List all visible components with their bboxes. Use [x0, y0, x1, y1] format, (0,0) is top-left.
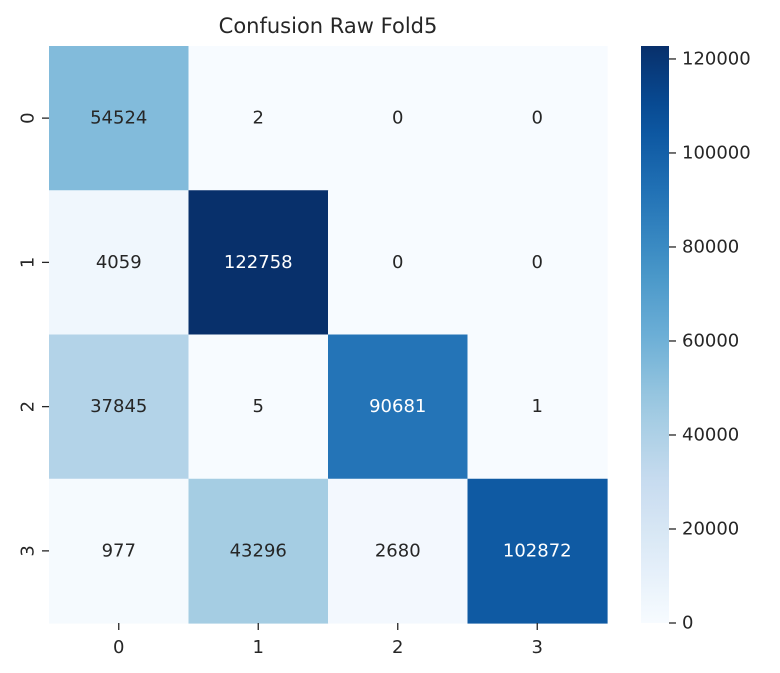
colorbar-tick-label: 120000	[682, 48, 751, 69]
heatmap-cell-r2-c3	[467, 334, 608, 480]
heatmap-cell-r3-c2	[328, 478, 469, 624]
cell-value-label: 977	[102, 540, 136, 561]
colorbar-tick-label: 80000	[682, 236, 739, 257]
heatmap-cell-r2-c1	[188, 334, 329, 480]
y-tick-label: 1	[18, 257, 39, 268]
cell-value-label: 4059	[96, 252, 142, 273]
x-tick-label: 0	[113, 637, 124, 658]
heatmap-cell-r0-c0	[49, 46, 190, 191]
colorbar: 0 20000 40000 60000 80000 100000 120000	[641, 46, 751, 634]
heatmap-cell-labels: 54524 2 0 0 4059 122758 0 0 37845 5 90681 1 977 43296…	[90, 108, 571, 562]
cell-value-label: 2680	[375, 540, 421, 561]
colorbar-tick-label: 40000	[682, 424, 739, 445]
colorbar-tick-label: 20000	[682, 518, 739, 539]
cell-value-label: 122758	[224, 252, 293, 273]
heatmap-cells	[49, 46, 608, 624]
x-tick-label: 1	[253, 637, 264, 658]
cell-value-label: 2	[253, 108, 264, 129]
chart-title: Confusion Raw Fold5	[219, 14, 438, 38]
y-tick-label: 2	[18, 401, 39, 412]
cell-value-label: 0	[532, 252, 543, 273]
cell-value-label: 1	[532, 396, 543, 417]
heatmap-cell-r1-c0	[49, 190, 190, 336]
cell-value-label: 37845	[90, 396, 147, 417]
cell-value-label: 0	[392, 252, 403, 273]
heatmap-cell-r1-c2	[328, 190, 469, 336]
x-axis: 0 1 2 3	[113, 623, 543, 658]
y-tick-label: 3	[18, 545, 39, 556]
cell-value-label: 90681	[369, 396, 426, 417]
colorbar-tick-label: 0	[682, 613, 693, 634]
cell-value-label: 0	[392, 108, 403, 129]
cell-value-label: 0	[532, 108, 543, 129]
colorbar-tick-label: 60000	[682, 330, 739, 351]
y-axis: 0 1 2 3	[18, 112, 49, 557]
heatmap-cell-r2-c0	[49, 334, 190, 480]
y-tick-label: 0	[18, 112, 39, 123]
cell-value-label: 43296	[230, 540, 287, 561]
heatmap-cell-r1-c1	[188, 190, 329, 336]
cell-value-label: 54524	[90, 108, 147, 129]
heatmap-cell-r0-c2	[328, 46, 469, 191]
colorbar-tick-label: 100000	[682, 142, 751, 163]
heatmap-cell-r0-c1	[188, 46, 329, 191]
heatmap-cell-r3-c0	[49, 478, 190, 624]
heatmap-cell-r2-c2	[328, 334, 469, 480]
x-tick-label: 2	[392, 637, 403, 658]
cell-value-label: 102872	[503, 540, 572, 561]
heatmap-cell-r3-c1	[188, 478, 329, 624]
heatmap-cell-r0-c3	[467, 46, 608, 191]
colorbar-gradient	[641, 46, 669, 623]
heatmap-cell-r1-c3	[467, 190, 608, 336]
heatmap-cell-r3-c3	[467, 478, 608, 624]
x-tick-label: 3	[532, 637, 543, 658]
cell-value-label: 5	[253, 396, 264, 417]
